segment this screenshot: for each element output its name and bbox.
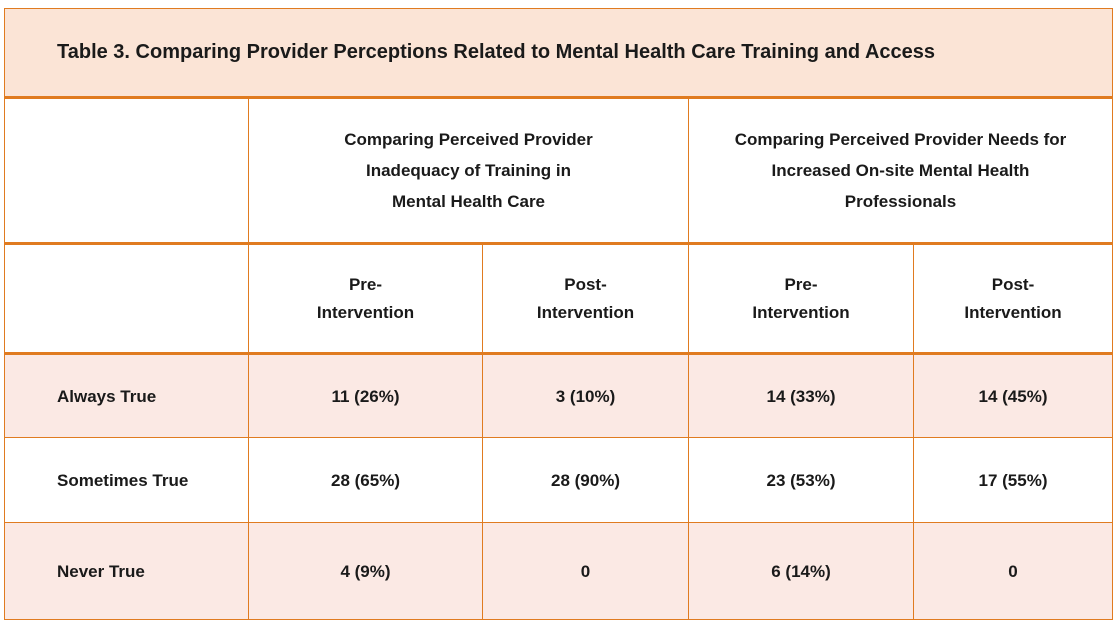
results-table: Table 3. Comparing Provider Perceptions … (4, 8, 1113, 620)
subheader-line: Intervention (964, 302, 1062, 322)
table-cell: 11 (26%) (248, 353, 483, 438)
table-row: Always True 11 (26%) 3 (10%) 14 (33%) 14… (4, 353, 1113, 438)
table-cell: 14 (33%) (688, 353, 914, 438)
row-label: Never True (4, 522, 249, 620)
group-header-line: Comparing Perceived Provider Needs for (734, 130, 1067, 149)
title-row: Table 3. Comparing Provider Perceptions … (4, 8, 1113, 99)
row-label: Always True (4, 353, 249, 438)
group-header-line: Inadequacy of Training in (366, 161, 571, 180)
subheader-line: Intervention (316, 302, 415, 322)
table-cell: 0 (482, 522, 689, 620)
table-cell: 0 (913, 522, 1113, 620)
group-header-line: Professionals (844, 192, 957, 211)
table-cell: 4 (9%) (248, 522, 483, 620)
table-cell: 17 (55%) (913, 437, 1113, 523)
group-header-row: Comparing Perceived Provider Inadequacy … (4, 97, 1113, 245)
table-title: Table 3. Comparing Provider Perceptions … (4, 8, 1113, 99)
table-cell: 6 (14%) (688, 522, 914, 620)
subheader-training-post: Post- Intervention (482, 243, 689, 355)
table-row: Never True 4 (9%) 0 6 (14%) 0 (4, 522, 1113, 620)
table-row: Sometimes True 28 (65%) 28 (90%) 23 (53%… (4, 437, 1113, 523)
empty-header-cell (4, 97, 249, 245)
subheader-onsite-post: Post- Intervention (913, 243, 1113, 355)
group-header-line: Mental Health Care (391, 192, 546, 211)
subheader-line: Intervention (752, 302, 850, 322)
table-cell: 28 (90%) (482, 437, 689, 523)
subheader-line: Intervention (536, 302, 635, 322)
table-cell: 23 (53%) (688, 437, 914, 523)
group-header-training: Comparing Perceived Provider Inadequacy … (248, 97, 689, 245)
group-header-line: Increased On-site Mental Health (771, 161, 1030, 180)
subheader-onsite-pre: Pre- Intervention (688, 243, 914, 355)
subheader-line: Pre- (348, 274, 383, 294)
results-table-container: Table 3. Comparing Provider Perceptions … (4, 8, 1113, 621)
subheader-line: Post- (991, 274, 1035, 294)
table-cell: 28 (65%) (248, 437, 483, 523)
subheader-row: Pre- Intervention Post- Intervention Pre… (4, 243, 1113, 355)
row-label: Sometimes True (4, 437, 249, 523)
group-header-line: Comparing Perceived Provider (344, 130, 593, 149)
empty-subheader-cell (4, 243, 249, 355)
subheader-line: Post- (564, 274, 607, 294)
table-cell: 3 (10%) (482, 353, 689, 438)
subheader-line: Pre- (784, 274, 818, 294)
subheader-training-pre: Pre- Intervention (248, 243, 483, 355)
table-cell: 14 (45%) (913, 353, 1113, 438)
group-header-onsite-professionals: Comparing Perceived Provider Needs for I… (688, 97, 1113, 245)
